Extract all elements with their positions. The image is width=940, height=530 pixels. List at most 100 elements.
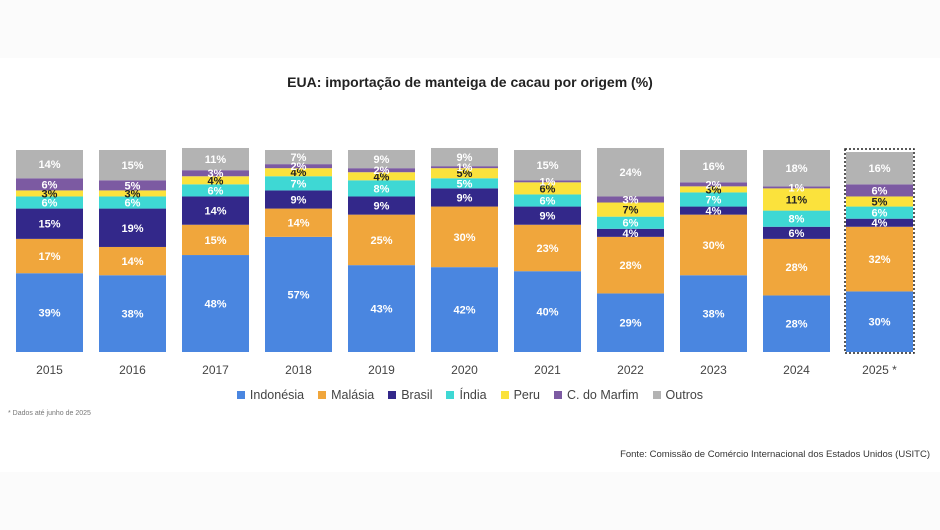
- legend-label-brasil: Brasil: [401, 388, 433, 402]
- segment-malasia-2021: [514, 224, 581, 272]
- data-label-malasia-2023: 30%: [702, 240, 724, 252]
- data-label-c-do-marfim-2020: 1%: [457, 162, 473, 174]
- segment-india-2019: [348, 180, 415, 197]
- legend-item-brasil: Brasil: [388, 388, 432, 402]
- legend-label-malasia: Malásia: [331, 388, 375, 402]
- segment-malasia-2019: [348, 214, 415, 266]
- segment-c-do-marfim-2017: [182, 170, 249, 177]
- data-label-outros-2020: 9%: [457, 152, 473, 164]
- data-label-brasil-2018: 9%: [291, 194, 307, 206]
- data-label-c-do-marfim-2019: 2%: [374, 165, 390, 177]
- data-label-india-2023: 7%: [706, 194, 722, 206]
- x-tick-2016: 2016: [119, 363, 146, 377]
- segment-outros-2018: [265, 150, 332, 165]
- bar-2022: 29% 28% 4%6%7%3% 24%: [597, 147, 664, 352]
- data-label-india-2022: 6%: [623, 218, 639, 230]
- segment-c-do-marfim-2020: [431, 166, 498, 169]
- bar-2016: 38% 14% 19% 6%3%5% 15%: [99, 150, 166, 352]
- data-label-c-do-marfim-2022: 3%: [623, 194, 639, 206]
- data-label-peru-2023: 3%: [706, 184, 722, 196]
- data-label-c-do-marfim-2017: 3%: [208, 168, 224, 180]
- segment-brasil-2016: [99, 208, 166, 247]
- bar-2015: 39% 17% 15% 6%3%6% 14%: [16, 150, 83, 352]
- segment-indonesia-2017: [182, 255, 249, 352]
- data-label-outros-2017: 11%: [205, 154, 227, 166]
- segment-outros-2023: [680, 150, 747, 183]
- legend-label-india: Índia: [459, 388, 487, 402]
- legend-swatch-outros: [652, 391, 661, 399]
- segment-indonesia-2019: [348, 265, 415, 352]
- legend-label-outros: Outros: [665, 388, 704, 402]
- data-label-india-2025: 6%: [872, 208, 888, 220]
- segment-c-do-marfim-2021: [514, 180, 581, 183]
- segment-india-2025: [846, 206, 913, 219]
- data-label-peru-2021: 6%: [540, 183, 556, 195]
- bar-2017: 48% 15% 14% 6%4%3% 11%: [182, 147, 249, 352]
- bar-2019: 43%25%9%8%4%2%9%: [348, 150, 415, 352]
- data-label-india-2019: 8%: [374, 183, 390, 195]
- x-tick-2024: 2024: [783, 363, 810, 377]
- segment-india-2024: [763, 210, 830, 227]
- segment-indonesia-2018: [265, 236, 332, 352]
- segment-indonesia-2023: [680, 275, 747, 352]
- data-label-indonesia-2020: 42%: [453, 305, 475, 317]
- segment-peru-2018: [265, 168, 332, 177]
- footnote: * Dados até junho de 2025: [8, 410, 91, 417]
- data-label-brasil-2025: 4%: [872, 218, 888, 230]
- x-tick-2023: 2023: [700, 363, 727, 377]
- data-label-indonesia-2023: 38%: [702, 309, 724, 321]
- segment-peru-2019: [348, 172, 415, 181]
- segment-indonesia-2022: [597, 293, 664, 352]
- segment-malasia-2022: [597, 236, 664, 294]
- segment-outros-2017: [182, 147, 249, 171]
- segment-india-2021: [514, 194, 581, 207]
- data-label-peru-2020: 5%: [457, 168, 473, 180]
- data-label-malasia-2015: 17%: [38, 251, 60, 263]
- bar-2023: 38% 30% 4%7%3%2% 16%: [680, 150, 747, 352]
- segment-outros-2019: [348, 150, 415, 169]
- x-tick-2018: 2018: [285, 363, 312, 377]
- x-tick-2019: 2019: [368, 363, 395, 377]
- bar-2018: 57%14%9%7%4%2%7%: [265, 150, 332, 352]
- segment-c-do-marfim-2015: [16, 178, 83, 191]
- data-label-india-2020: 5%: [457, 178, 473, 190]
- segment-malasia-2017: [182, 224, 249, 256]
- data-label-peru-2017: 4%: [208, 175, 224, 187]
- data-label-indonesia-2024: 28%: [785, 319, 807, 331]
- segment-outros-2024: [763, 150, 830, 187]
- data-label-peru-2015: 3%: [42, 188, 58, 200]
- segment-malasia-2023: [680, 214, 747, 276]
- data-label-malasia-2025: 32%: [868, 254, 890, 266]
- segment-india-2015: [16, 196, 83, 209]
- legend-label-c-do-marfim: C. do Marfim: [567, 388, 639, 402]
- segment-peru-2023: [680, 186, 747, 193]
- segment-india-2022: [597, 216, 664, 229]
- legend-label-indonesia: Indonésia: [249, 388, 305, 402]
- segment-india-2023: [680, 192, 747, 207]
- legend-label-peru: Peru: [513, 388, 540, 402]
- segment-c-do-marfim-2023: [680, 182, 747, 187]
- legend-item-indonesia: Indonésia: [236, 388, 305, 402]
- chart-legend: Indonésia Malásia Brasil Índia Peru C. do Mar…: [0, 388, 940, 402]
- segment-malasia-2025: [846, 226, 913, 292]
- data-label-brasil-2015: 15%: [38, 219, 60, 231]
- segment-india-2016: [99, 196, 166, 209]
- legend-swatch-india: [446, 391, 455, 399]
- x-tick-2015: 2015: [36, 363, 63, 377]
- data-label-malasia-2016: 14%: [121, 256, 143, 268]
- data-label-india-2016: 6%: [125, 198, 141, 210]
- data-label-india-2021: 6%: [540, 196, 556, 208]
- data-label-indonesia-2017: 48%: [204, 299, 226, 311]
- legend-swatch-indonesia: [236, 391, 245, 399]
- data-label-indonesia-2015: 39%: [38, 308, 60, 320]
- bottom-band: [0, 472, 940, 530]
- data-label-brasil-2016: 19%: [121, 223, 143, 235]
- data-label-indonesia-2022: 29%: [619, 318, 641, 330]
- data-label-indonesia-2016: 38%: [121, 309, 143, 321]
- segment-malasia-2016: [99, 246, 166, 276]
- segment-malasia-2015: [16, 238, 83, 274]
- data-label-c-do-marfim-2015: 6%: [42, 179, 58, 191]
- data-label-c-do-marfim-2024: 1%: [789, 182, 805, 194]
